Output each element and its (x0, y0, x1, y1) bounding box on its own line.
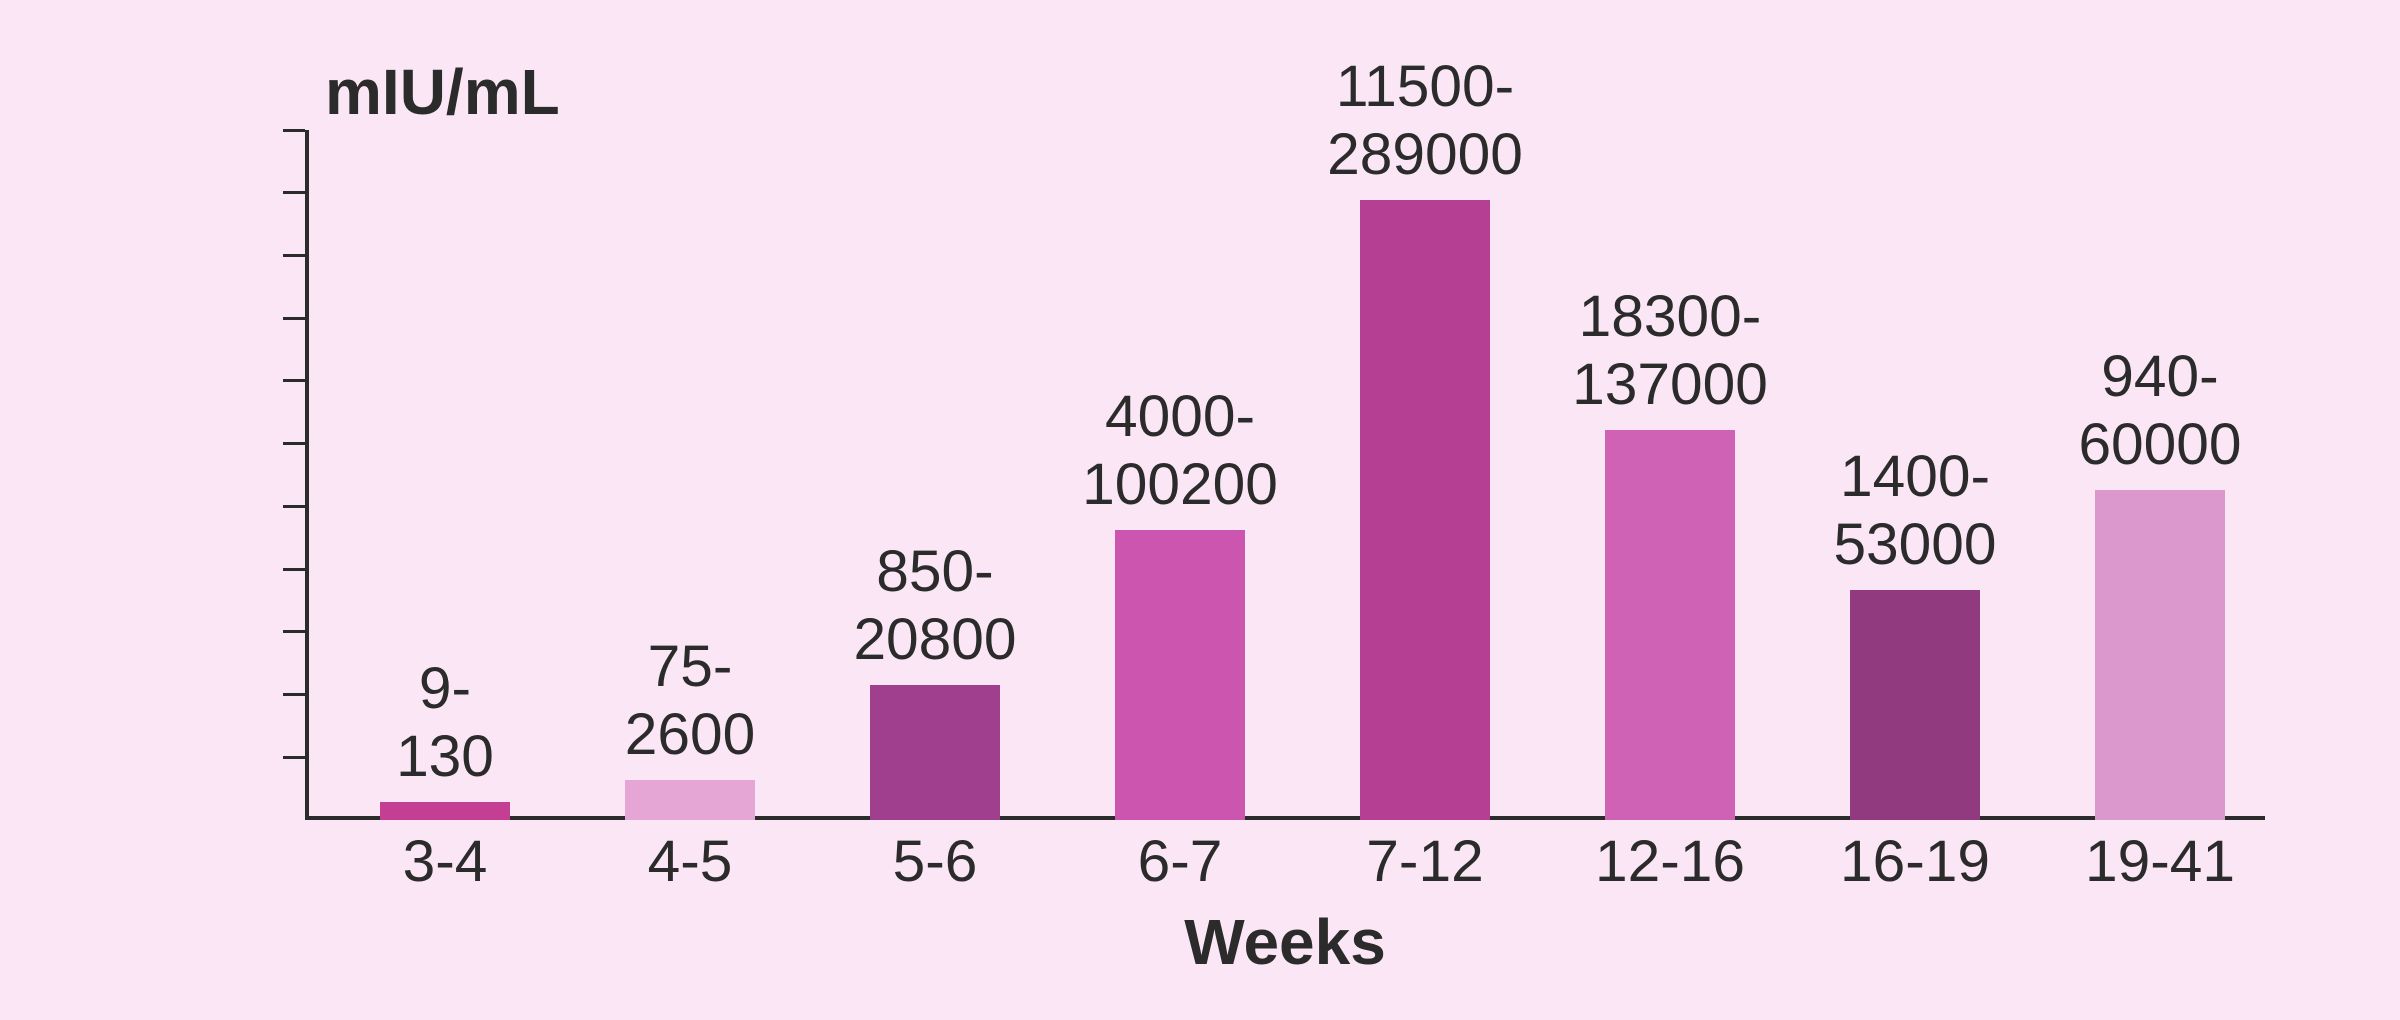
y-tick (283, 442, 305, 445)
bar (1850, 590, 1980, 820)
y-tick (283, 379, 305, 382)
y-tick (283, 191, 305, 194)
x-tick-label: 7-12 (1315, 828, 1535, 895)
bar-value-label: 4000- 100200 (1030, 383, 1330, 518)
bar (625, 780, 755, 820)
x-tick-label: 19-41 (2050, 828, 2270, 895)
x-tick-label: 3-4 (335, 828, 555, 895)
bar-value-label: 18300- 137000 (1520, 283, 1820, 418)
x-axis-title: Weeks (1085, 905, 1485, 979)
bar (870, 685, 1000, 820)
y-tick (283, 129, 305, 132)
x-tick-label: 12-16 (1560, 828, 1780, 895)
bar (1605, 430, 1735, 820)
y-axis-title: mIU/mL (325, 55, 560, 129)
bar-value-label: 940- 60000 (2010, 343, 2310, 478)
bar-value-label: 850- 20800 (785, 538, 1085, 673)
bar (1360, 200, 1490, 820)
x-tick-label: 5-6 (825, 828, 1045, 895)
x-tick-label: 4-5 (580, 828, 800, 895)
bar (1115, 530, 1245, 820)
y-tick (283, 317, 305, 320)
bar-value-label: 11500- 289000 (1275, 53, 1575, 188)
y-tick (283, 254, 305, 257)
x-tick-label: 16-19 (1805, 828, 2025, 895)
bar (380, 802, 510, 820)
y-tick (283, 505, 305, 508)
y-tick (283, 568, 305, 571)
chart-canvas: mIU/mL Weeks 3-4 4-5 5-6 6-7 7-12 12-16 16-19 1… (0, 0, 2400, 1020)
x-tick-label: 6-7 (1070, 828, 1290, 895)
bar (2095, 490, 2225, 820)
y-tick (283, 630, 305, 633)
